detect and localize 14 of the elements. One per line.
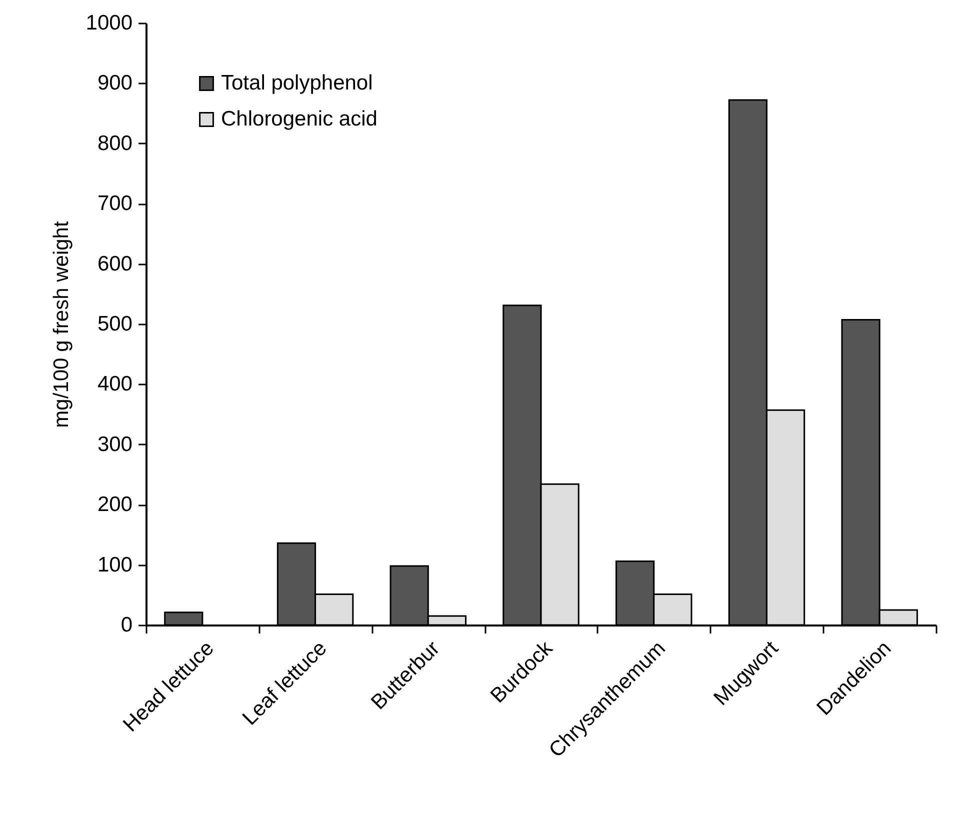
y-tick-label: 900 — [97, 72, 132, 95]
y-tick-label: 1000 — [86, 12, 132, 34]
y-tick-label: 800 — [97, 132, 132, 155]
y-tick-label: 500 — [97, 312, 132, 336]
y-tick-label: 700 — [97, 192, 132, 216]
y-tick-label: 100 — [97, 553, 132, 576]
y-tick-label: 200 — [97, 493, 132, 516]
y-tick-label: 0 — [120, 614, 132, 636]
y-axis-title: mg/100 g fresh weight — [50, 221, 73, 428]
y-tick-label: 400 — [97, 372, 132, 396]
legend-label: Chlorogenic acid — [221, 108, 378, 130]
legend-label: Total polyphenol — [221, 72, 373, 94]
y-tick-label: 300 — [97, 432, 132, 456]
y-tick-label: 600 — [97, 252, 132, 276]
